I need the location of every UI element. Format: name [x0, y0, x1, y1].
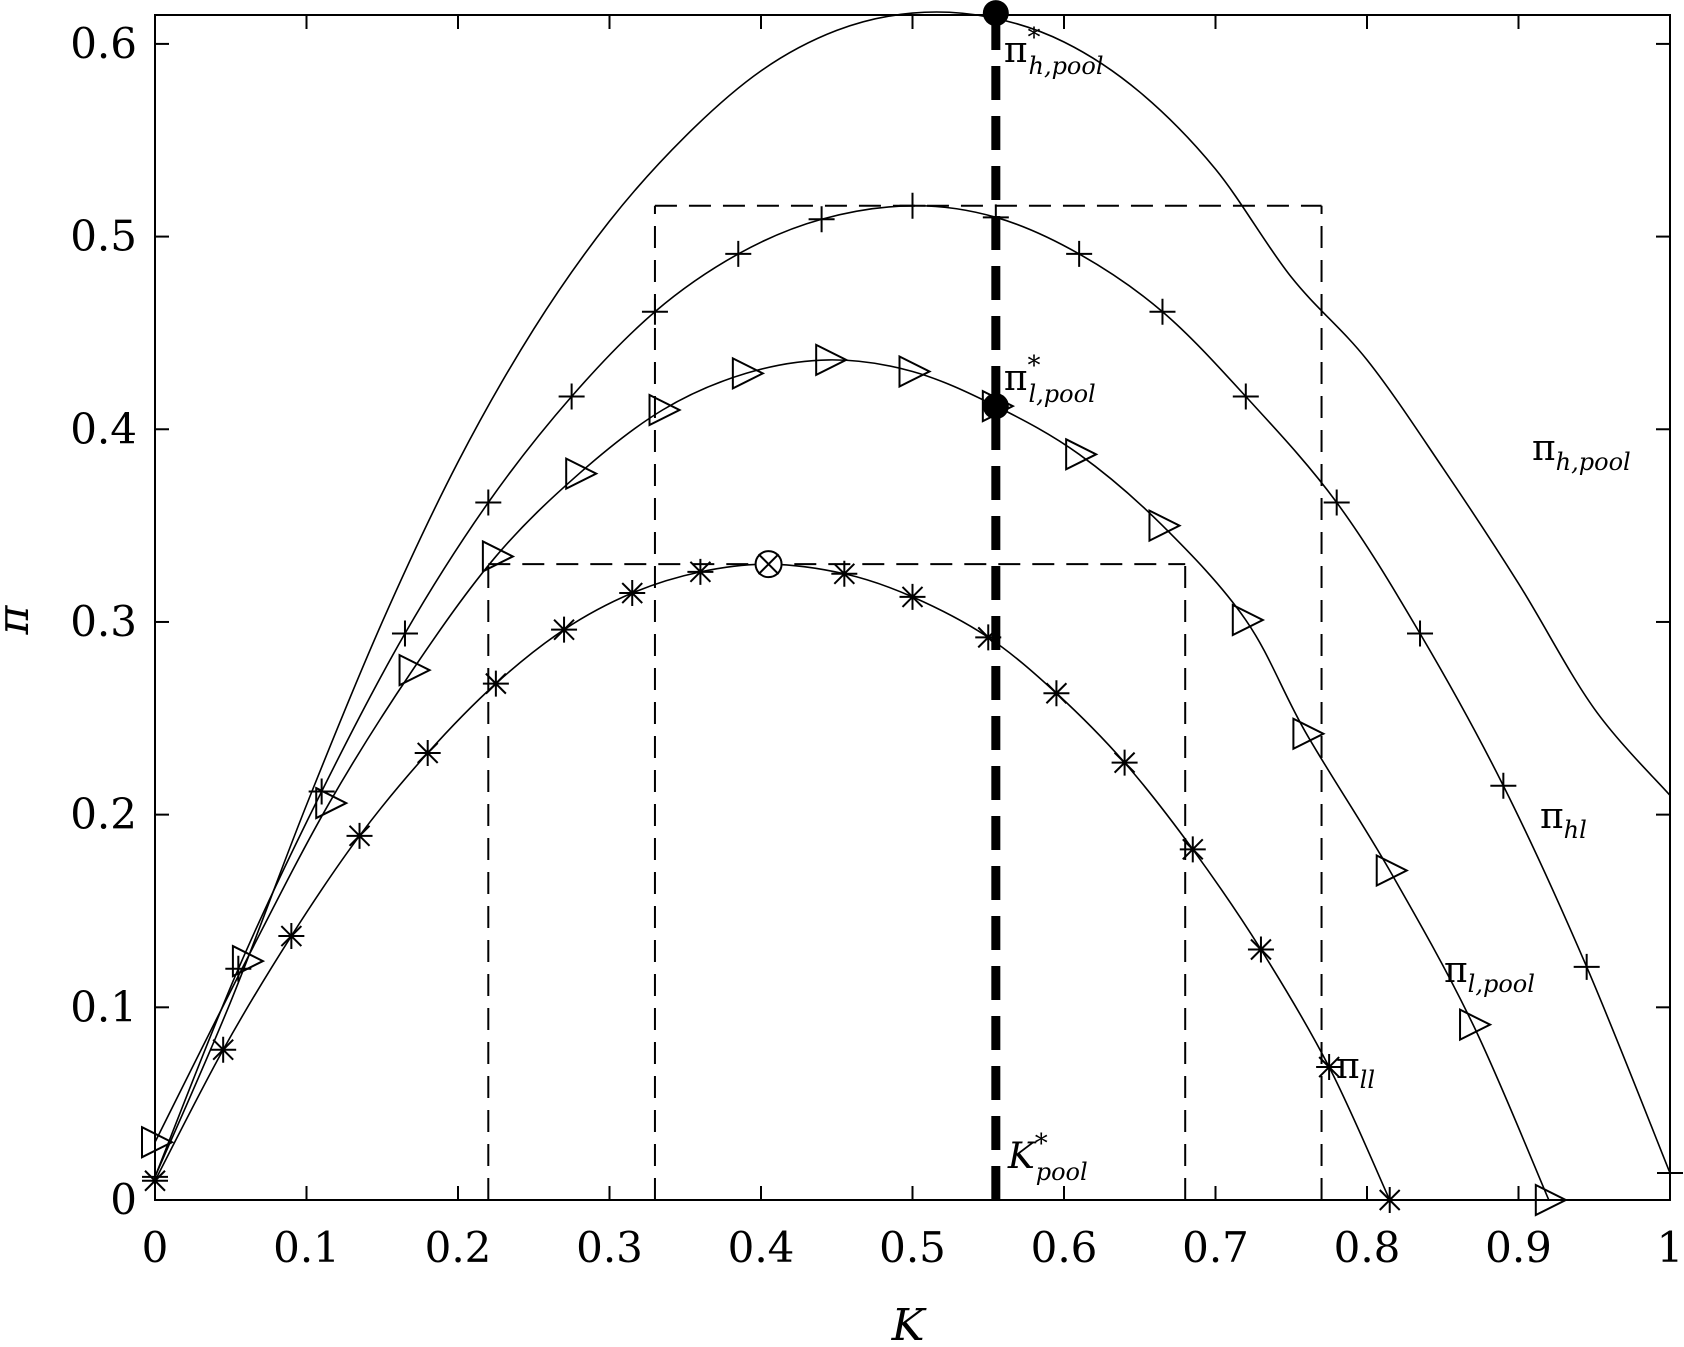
curve-label-3: πll	[1336, 1046, 1375, 1094]
asterisk-marker	[1247, 936, 1274, 963]
triangle-marker	[481, 539, 516, 574]
curve-label-1: πhl	[1540, 796, 1587, 844]
x-tick-label: 0.1	[273, 1223, 340, 1272]
plus-marker	[899, 192, 926, 219]
plus-marker	[475, 489, 502, 516]
plus-marker	[982, 204, 1009, 231]
plot-area: π* h,pool π* l,pool K* pool πh,pool πhl πl,pool π…	[141, 0, 1683, 1217]
triangle-marker	[648, 393, 682, 427]
plus-marker	[725, 240, 752, 267]
plus-marker	[1573, 953, 1600, 980]
series-0	[154, 11, 1671, 1178]
triangle-marker	[1292, 717, 1326, 751]
x-tick-label: 0.5	[879, 1223, 946, 1272]
asterisk-marker	[278, 923, 305, 950]
series-3	[142, 551, 1403, 1213]
y-tick-label: 0.5	[70, 212, 137, 261]
triangle-marker	[231, 944, 266, 978]
annotation-pi-h-pool-star: π* h,pool	[1004, 23, 1104, 80]
asterisk-marker	[687, 558, 714, 585]
optimum-point	[982, 393, 1009, 420]
curve-label-2: πl,pool	[1444, 950, 1535, 998]
asterisk-marker	[346, 822, 373, 849]
plus-marker	[1149, 298, 1176, 325]
triangle-marker	[815, 343, 849, 377]
triangle-marker	[731, 356, 766, 391]
x-tick-label: 0.3	[576, 1223, 643, 1272]
asterisk-marker	[414, 739, 441, 766]
x-axis-title: K	[891, 1300, 927, 1347]
asterisk-marker	[551, 616, 578, 643]
triangle-marker	[565, 456, 599, 491]
plus-marker	[1232, 383, 1259, 410]
x-tick-label: 0.2	[425, 1223, 492, 1272]
plus-marker	[1066, 240, 1093, 267]
triangle-marker	[1231, 603, 1266, 637]
plus-marker	[1407, 620, 1434, 647]
triangle-marker	[141, 1125, 175, 1159]
x-tick-label: 0.7	[1182, 1223, 1249, 1272]
x-tick-label: 0.8	[1334, 1223, 1401, 1272]
asterisk-marker	[1043, 680, 1070, 707]
plus-marker	[1490, 772, 1517, 799]
plus-marker	[641, 298, 668, 325]
asterisk-marker	[482, 670, 509, 697]
asterisk-marker	[1316, 1054, 1343, 1081]
y-axis-title: π	[0, 604, 39, 635]
x-tick-label: 0.4	[728, 1223, 795, 1272]
y-tick-label: 0.2	[70, 790, 137, 839]
asterisk-marker	[1111, 749, 1138, 776]
y-tick-label: 0.6	[70, 19, 137, 68]
optimum-point	[982, 0, 1009, 27]
asterisk-marker	[1179, 836, 1206, 863]
x-tick-label: 0.9	[1485, 1223, 1552, 1272]
series-1	[142, 192, 1683, 1190]
series-line	[154, 204, 1671, 1178]
x-tick-label: 0.6	[1031, 1223, 1098, 1272]
plus-marker	[558, 383, 585, 410]
triangle-marker	[1459, 1008, 1493, 1042]
curve-label-0: πh,pool	[1532, 428, 1631, 476]
triangle-marker	[1148, 508, 1182, 543]
triangle-marker	[1065, 437, 1099, 471]
triangle-marker	[398, 653, 432, 687]
circled-cross-lines	[758, 554, 779, 574]
asterisk-marker	[619, 580, 646, 607]
triangle-marker	[898, 354, 932, 389]
asterisk-marker	[975, 624, 1002, 651]
y-tick-label: 0	[110, 1175, 137, 1224]
asterisk-marker	[210, 1036, 237, 1063]
plus-marker	[1323, 489, 1350, 516]
plus-marker	[808, 206, 835, 233]
annotation-k-pool-star: K* pool	[1007, 1129, 1088, 1186]
triangle-marker	[1375, 853, 1409, 888]
series-line	[154, 563, 1391, 1201]
x-tick-label: 1	[1657, 1223, 1684, 1272]
plus-marker	[391, 620, 418, 647]
triangle-marker	[315, 786, 349, 820]
y-tick-label: 0.4	[70, 404, 137, 453]
y-tick-label: 0.3	[70, 597, 137, 646]
asterisk-marker	[899, 583, 926, 610]
series-line	[154, 359, 1550, 1201]
series-line	[154, 11, 1671, 1178]
y-tick-label: 0.1	[70, 982, 137, 1031]
axes: 0 0.1 0.2 0.3 0.4 0.5 0.6 0.7 0.8 0.9 1 0 0.1 0.2 0.3 0…	[70, 14, 1684, 1272]
x-tick-label: 0	[142, 1223, 169, 1272]
asterisk-marker	[831, 560, 858, 587]
annotation-pi-l-pool-star: π* l,pool	[1004, 351, 1096, 408]
